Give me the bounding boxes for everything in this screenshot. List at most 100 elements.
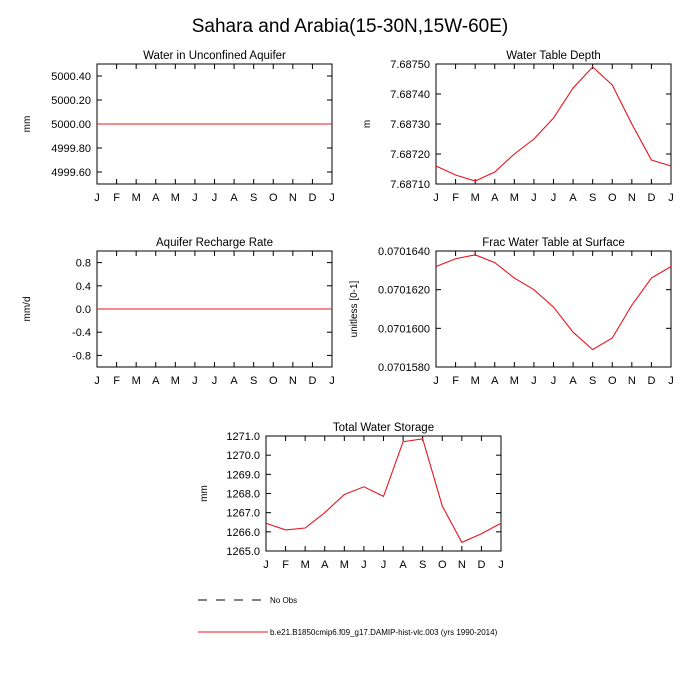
plot-frame (435, 63, 672, 185)
x-tick-label: O (608, 192, 617, 204)
y-tick-label: 0.0 (76, 304, 91, 316)
x-tick-label: A (491, 192, 499, 204)
x-tick-label: S (589, 375, 596, 387)
y-tick-label: 4999.80 (51, 143, 91, 155)
x-tick-label: M (171, 192, 180, 204)
plot-frame (265, 435, 502, 552)
x-tick-label: J (551, 192, 557, 204)
x-tick-label: N (289, 375, 297, 387)
y-tick-label: 1269.0 (226, 469, 260, 481)
x-tick-label: J (551, 375, 557, 387)
x-tick-label: A (230, 192, 238, 204)
x-tick-label: F (282, 559, 289, 571)
x-tick-label: A (321, 559, 329, 571)
x-tick-label: J (531, 192, 537, 204)
y-tick-label: 7.68740 (390, 89, 430, 101)
x-tick-label: N (628, 375, 636, 387)
chart-title: Water in Unconfined Aquifer (143, 50, 286, 62)
y-tick-label: 0.0701580 (378, 362, 430, 374)
x-tick-label: A (152, 375, 160, 387)
x-tick-label: J (433, 375, 439, 387)
x-tick-label: M (510, 192, 519, 204)
y-axis-label: mm/d (22, 297, 33, 322)
y-tick-label: 4999.60 (51, 167, 91, 179)
y-tick-label: 1271.0 (226, 431, 260, 443)
y-tick-label: 0.0701620 (378, 285, 430, 297)
chart-title: Water Table Depth (506, 50, 601, 62)
y-tick-label: 5000.20 (51, 95, 91, 107)
y-tick-label: 1268.0 (226, 489, 260, 501)
x-tick-label: F (113, 192, 120, 204)
y-tick-label: 0.0701640 (378, 246, 430, 258)
x-tick-label: O (269, 192, 278, 204)
y-tick-label: 0.8 (76, 258, 91, 270)
x-tick-label: M (471, 192, 480, 204)
chart-title: Frac Water Table at Surface (482, 237, 625, 249)
x-tick-label: J (668, 192, 674, 204)
x-tick-label: A (491, 375, 499, 387)
x-tick-label: N (458, 559, 466, 571)
x-tick-label: A (152, 192, 160, 204)
x-tick-label: J (212, 192, 218, 204)
x-tick-label: D (477, 559, 485, 571)
x-tick-label: A (569, 192, 577, 204)
x-tick-label: J (531, 375, 537, 387)
legend-model-label: b.e21.B1850cmip6.f09_g17.DAMIP-hist-vlc.… (270, 628, 498, 637)
x-tick-label: J (212, 375, 218, 387)
x-tick-label: D (308, 192, 316, 204)
x-tick-label: J (329, 375, 335, 387)
x-tick-label: J (94, 375, 100, 387)
legend: No Obs b.e21.B1850cmip6.f09_g17.DAMIP-hi… (198, 596, 498, 637)
y-axis-label: m (362, 120, 373, 128)
x-tick-label: M (510, 375, 519, 387)
x-tick-label: M (340, 559, 349, 571)
x-tick-label: D (647, 375, 655, 387)
x-tick-label: A (399, 559, 407, 571)
y-tick-label: 1270.0 (226, 450, 260, 462)
x-tick-label: D (308, 375, 316, 387)
x-tick-label: N (628, 192, 636, 204)
y-tick-label: 1267.0 (226, 508, 260, 520)
chart-title: Total Water Storage (333, 422, 434, 434)
series-line (265, 438, 502, 544)
x-tick-label: A (230, 375, 238, 387)
x-tick-label: O (438, 559, 447, 571)
chart-panel-4: Frac Water Table at Surface unitless [0-1… (349, 237, 674, 387)
y-tick-label: 1266.0 (226, 527, 260, 539)
x-tick-label: O (269, 375, 278, 387)
x-tick-label: F (452, 192, 459, 204)
y-tick-label: 5000.40 (51, 71, 91, 83)
y-tick-label: -0.8 (72, 350, 91, 362)
x-tick-label: N (289, 192, 297, 204)
y-tick-label: -0.4 (72, 327, 91, 339)
y-tick-label: 0.0701600 (378, 323, 430, 335)
y-axis-label: mm (199, 485, 210, 502)
x-tick-label: S (250, 192, 257, 204)
chart-title: Aquifer Recharge Rate (156, 237, 273, 249)
x-tick-label: S (589, 192, 596, 204)
y-axis-label: mm (22, 116, 33, 133)
x-tick-label: J (263, 559, 269, 571)
x-tick-label: M (132, 192, 141, 204)
y-tick-label: 7.68710 (390, 179, 430, 191)
x-tick-label: J (361, 559, 367, 571)
x-tick-label: M (471, 375, 480, 387)
x-tick-label: J (329, 192, 335, 204)
legend-obs-label: No Obs (270, 596, 297, 605)
x-tick-label: S (419, 559, 426, 571)
x-tick-label: J (192, 192, 198, 204)
x-tick-label: J (433, 192, 439, 204)
x-tick-label: J (192, 375, 198, 387)
y-tick-label: 7.68750 (390, 59, 430, 71)
figure-title: Sahara and Arabia(15-30N,15W-60E) (192, 16, 509, 37)
plot-frame (435, 250, 672, 368)
series-line (435, 66, 672, 182)
y-tick-label: 0.4 (76, 281, 91, 293)
x-tick-label: O (608, 375, 617, 387)
y-axis-label: unitless [0-1] (349, 280, 360, 337)
x-tick-label: J (668, 375, 674, 387)
